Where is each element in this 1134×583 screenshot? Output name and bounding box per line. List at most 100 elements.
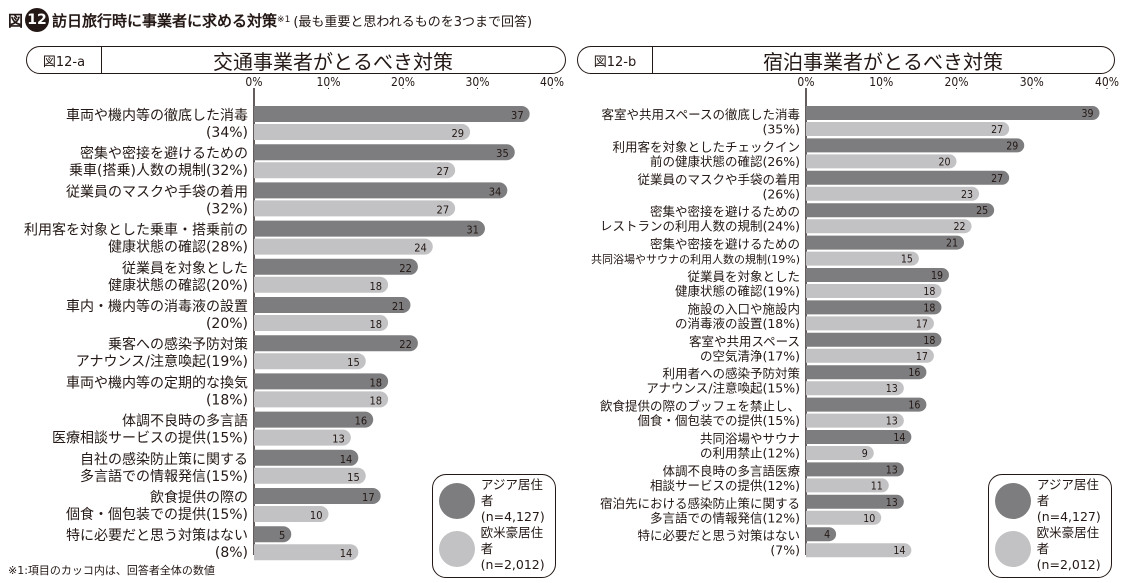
chart-a-category-label: 密集や密接を避けるための乗車(搭乗)人数の規制(32%) xyxy=(69,145,248,179)
chart-b-category-label-line: アナウンス/注意喚起(15%) xyxy=(646,381,800,396)
chart-b-bar-asia-value-label: 18 xyxy=(923,302,935,314)
chart-a-category-label-line: 医療相談サービスの提供(15%) xyxy=(52,430,248,447)
chart-a-bar-asia xyxy=(254,106,530,122)
chart-b-tick-label: 40% xyxy=(1095,75,1119,89)
chart-b-bar-west xyxy=(806,284,942,298)
chart-b-bar-asia xyxy=(806,462,904,477)
chart-a-category-label-line: 乗客への感染予防対策 xyxy=(108,336,248,353)
chart-b-category-label-line: 体調不良時の多言語医療 xyxy=(662,463,800,478)
chart-a-bar-asia-value-label: 14 xyxy=(340,453,353,466)
chart-b-category-label-line: 密集や密接を避けるための xyxy=(650,204,800,219)
chart-a-category-label-line: 体調不良時の多言語 xyxy=(122,413,248,430)
chart-a-category-label: 車両や機内等の徹底した消毒(34%) xyxy=(66,107,248,141)
chart-a-bar-west-value-label: 15 xyxy=(347,471,360,484)
chart-a-category-label-line: 車両や機内等の定期的な換気 xyxy=(66,374,248,391)
chart-b-category-label-line: 従業員のマスクや手袋の着用 xyxy=(637,172,800,187)
chart-b-category-label: 従業員のマスクや手袋の着用(26%) xyxy=(637,172,800,202)
chart-a-bar-west-value-label: 27 xyxy=(437,203,450,216)
chart-b-bar-asia xyxy=(806,365,927,380)
chart-a-category-label-line: アナウンス/注意喚起(19%) xyxy=(76,353,248,370)
chart-a-bar-asia-value-label: 18 xyxy=(370,376,383,389)
chart-b-bar-asia xyxy=(806,527,837,542)
chart-a-bar-asia-value-label: 34 xyxy=(489,185,502,198)
chart-b-category-label-line: 客室や共用スペースの徹底した消毒 xyxy=(601,107,800,122)
chart-b-bar-asia xyxy=(806,203,995,218)
chart-a-bar-west xyxy=(254,544,359,561)
chart-b-category-label: 密集や密接を避けるためのレストランの利用人数の規制(24%) xyxy=(600,204,800,234)
chart-a-bar-asia-value-label: 22 xyxy=(399,338,412,351)
figure-title: 図 12 訪日旅行時に事業者に求める対策 ※1 (最も重要と思われるものを3つま… xyxy=(8,6,532,34)
chart-a-bar-west xyxy=(254,315,389,331)
chart-a-category-label-line: 健康状態の確認(20%) xyxy=(108,277,248,294)
chart-b-bar-asia-value-label: 18 xyxy=(923,335,935,347)
chart-b-category-label: 客室や共用スペースの徹底した消毒(35%) xyxy=(601,107,800,137)
chart-a-bar-asia-value-label: 21 xyxy=(392,300,405,313)
legend-a-west: 欧米豪居住者 (n=2,012) xyxy=(439,525,555,572)
chart-a-bar-west-value-label: 15 xyxy=(347,356,360,369)
chart-a-bar-asia-value-label: 16 xyxy=(355,415,368,428)
chart-b-bar-asia xyxy=(806,430,912,444)
chart-a-bar-west-value-label: 24 xyxy=(414,242,427,255)
chart-a-category-label-line: 利用客を対象とした乗車・搭乗前の xyxy=(24,222,248,239)
chart-b-category-label-line: (7%) xyxy=(770,543,800,558)
chart-b-category-label: 飲食提供の際のブッフェを禁止し、個食・個包装での提供(15%) xyxy=(600,399,800,429)
chart-a-category-label-line: (32%) xyxy=(206,201,248,217)
chart-b-bar-west-value-label: 18 xyxy=(923,286,935,298)
chart-a-category-label-line: 飲食提供の際の xyxy=(150,489,248,506)
chart-b-bar-asia xyxy=(806,397,927,412)
chart-b-category-label-line: の空気清浄(17%) xyxy=(700,348,800,363)
chart-b-bar-west xyxy=(806,510,882,525)
footnote: ※1:項目のカッコ内は、回答者全体の数値 xyxy=(8,564,215,577)
chart-b-category-label: 体調不良時の多言語医療相談サービスの提供(12%) xyxy=(650,463,801,493)
chart-b-bar-west-value-label: 11 xyxy=(871,480,883,492)
legend-a-asia: アジア居住者 (n=4,127) xyxy=(439,477,555,524)
chart-b-bar-asia-value-label: 29 xyxy=(1006,140,1018,152)
chart-b-category-label-line: 飲食提供の際のブッフェを禁止し、 xyxy=(600,399,800,414)
chart-a-category-label-line: (34%) xyxy=(206,125,248,141)
chart-a-category-label-line: 特に必要だと思う対策はない xyxy=(66,527,248,544)
chart-b-bar-asia xyxy=(806,235,965,250)
chart-a-bar-west xyxy=(254,391,389,408)
chart-b-category-label-line: 客室や共用スペース xyxy=(689,334,800,349)
chart-a-bar-asia xyxy=(254,373,389,390)
chart-a-category-label: 乗客への感染予防対策アナウンス/注意喚起(19%) xyxy=(76,336,248,370)
chart-a-bar-asia-value-label: 22 xyxy=(399,262,412,275)
chart-b-category-label-line: レストランの利用人数の規制(24%) xyxy=(600,219,800,234)
chart-a-bar-west xyxy=(254,353,366,370)
chart-a-category-label-line: 密集や密接を避けるための xyxy=(80,145,248,162)
chart-a-category-label-line: 車内・機内等の消毒液の設置 xyxy=(66,298,248,315)
chart-a-bar-west-value-label: 13 xyxy=(332,433,345,446)
panel-b-id: 図12-b xyxy=(578,47,653,73)
chart-b-bar-asia xyxy=(806,138,1025,153)
chart-b-bar-asia-value-label: 27 xyxy=(991,173,1003,185)
chart-a-category-label-line: 自社の感染防止策に関する xyxy=(80,451,248,468)
chart-b-bar-asia xyxy=(806,170,1010,185)
panel-a-header: 図12-a 交通事業者がとるべき対策 xyxy=(26,46,566,74)
figure-title-footnote-mark: ※1 xyxy=(277,15,291,25)
chart-b-bar-asia xyxy=(806,106,1100,120)
chart-b-bar-west xyxy=(806,251,919,266)
chart-b-bar-asia-value-label: 4 xyxy=(824,529,830,541)
chart-a-bar-asia-value-label: 37 xyxy=(511,109,524,122)
chart-a-bar-asia xyxy=(254,526,292,543)
chart-b-category-label: 宿泊先における感染防止策に関する多言語での情報発信(12%) xyxy=(600,496,800,526)
chart-b-bar-asia-value-label: 16 xyxy=(908,367,920,379)
chart-a-bar-asia xyxy=(254,182,508,199)
chart-a-bar-west xyxy=(254,200,456,217)
chart-a-category-label-line: (18%) xyxy=(206,392,248,408)
chart-b-category-label-line: 利用者への感染予防対策 xyxy=(662,366,800,381)
chart-b-category-label-line: の消毒液の設置(18%) xyxy=(675,316,800,331)
chart-b-bar-west xyxy=(806,543,912,558)
legend-b: アジア居住者 (n=4,127) 欧米豪居住者 (n=2,012) xyxy=(988,474,1112,578)
chart-a-category-label-line: 車両や機内等の徹底した消毒 xyxy=(66,107,248,124)
chart-b-tick-label: 10% xyxy=(869,75,893,89)
chart-b-bar-west xyxy=(806,154,957,169)
chart-b-tick-label: 20% xyxy=(945,75,969,89)
chart-b-category-label-line: 相談サービスの提供(12%) xyxy=(650,478,800,493)
chart-b-category-label-line: 健康状態の確認(19%) xyxy=(675,284,800,299)
figure-title-text: 訪日旅行時に事業者に求める対策 xyxy=(52,11,278,30)
chart-a-category-label: 車内・機内等の消毒液の設置(20%) xyxy=(66,298,248,332)
chart-b-category-label: 従業員を対象とした健康状態の確認(19%) xyxy=(675,269,800,299)
chart-a-bar-west-value-label: 18 xyxy=(370,318,383,331)
